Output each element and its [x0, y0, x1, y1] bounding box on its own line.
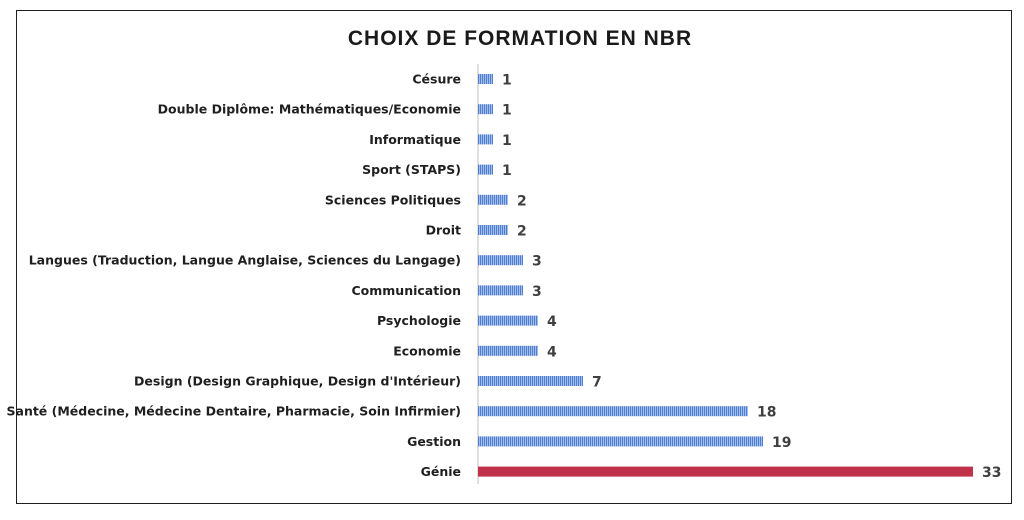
category-label: Sciences Politiques [325, 192, 461, 207]
bar [478, 164, 493, 175]
chart-title: CHOIX DE FORMATION EN NBR [348, 27, 692, 50]
bar [478, 194, 508, 205]
category-label: Design (Design Graphique, Design d'Intér… [134, 374, 461, 389]
category-label: Informatique [369, 132, 461, 147]
data-label: 4 [547, 314, 557, 330]
category-label: Langues (Traduction, Langue Anglaise, Sc… [29, 253, 461, 268]
data-label: 1 [502, 103, 512, 119]
bar [478, 406, 748, 417]
data-label: 18 [757, 405, 776, 421]
bar [478, 285, 523, 296]
bar [478, 134, 493, 145]
data-label: 19 [772, 435, 791, 451]
category-label: Génie [421, 464, 461, 479]
data-label: 3 [532, 284, 542, 300]
bar [478, 104, 493, 115]
category-label: Droit [426, 223, 461, 238]
data-label: 2 [517, 193, 527, 209]
data-label: 2 [517, 224, 527, 240]
bar [478, 315, 538, 326]
category-label: Psychologie [377, 313, 461, 328]
category-label: Double Diplôme: Mathématiques/Economie [158, 102, 461, 117]
category-label: Communication [352, 283, 462, 298]
data-label: 3 [532, 254, 542, 270]
data-label: 4 [547, 344, 557, 360]
bar [478, 74, 493, 84]
bar [478, 225, 508, 235]
bar [478, 345, 538, 356]
category-label: Economie [393, 343, 461, 358]
bar [478, 255, 523, 266]
data-label: 7 [592, 375, 602, 391]
bar-highlight [478, 466, 973, 477]
bars-group: Césure 1 Double Diplôme: Mathématiques/Eco… [7, 72, 1002, 482]
category-label: Santé (Médecine, Médecine Dentaire, Phar… [7, 404, 462, 419]
category-label: Césure [412, 72, 461, 87]
bar [478, 436, 763, 447]
data-label: 1 [502, 73, 512, 89]
data-label: 33 [982, 465, 1001, 481]
data-label: 1 [502, 163, 512, 179]
data-label: 1 [502, 133, 512, 149]
bar [478, 376, 583, 386]
category-label: Gestion [407, 434, 461, 449]
category-label: Sport (STAPS) [362, 162, 461, 177]
